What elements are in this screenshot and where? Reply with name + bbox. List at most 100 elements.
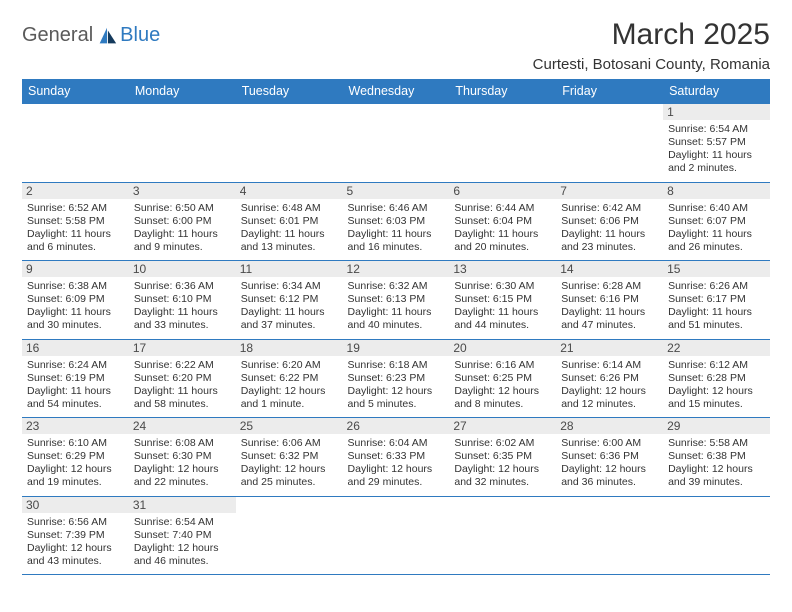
weekday-header: Monday	[129, 79, 236, 104]
calendar-cell: 21Sunrise: 6:14 AMSunset: 6:26 PMDayligh…	[556, 339, 663, 418]
day-number: 14	[556, 261, 663, 277]
daylight-line: Daylight: 11 hours and 20 minutes.	[454, 228, 551, 254]
sunset-line: Sunset: 6:03 PM	[348, 215, 445, 228]
sunrise-line: Sunrise: 6:02 AM	[454, 437, 551, 450]
sunrise-line: Sunrise: 6:54 AM	[134, 516, 231, 529]
sunset-line: Sunset: 6:09 PM	[27, 293, 124, 306]
logo-text-2: Blue	[120, 24, 160, 47]
sunset-line: Sunset: 6:06 PM	[561, 215, 658, 228]
sunset-line: Sunset: 6:29 PM	[27, 450, 124, 463]
sunrise-line: Sunrise: 6:06 AM	[241, 437, 338, 450]
sunset-line: Sunset: 6:07 PM	[668, 215, 765, 228]
sunset-line: Sunset: 6:30 PM	[134, 450, 231, 463]
sunset-line: Sunset: 6:33 PM	[348, 450, 445, 463]
calendar-cell: 20Sunrise: 6:16 AMSunset: 6:25 PMDayligh…	[449, 339, 556, 418]
day-number: 8	[663, 183, 770, 199]
daylight-line: Daylight: 11 hours and 37 minutes.	[241, 306, 338, 332]
calendar-cell	[556, 104, 663, 183]
sunrise-line: Sunrise: 6:28 AM	[561, 280, 658, 293]
calendar-cell: 22Sunrise: 6:12 AMSunset: 6:28 PMDayligh…	[663, 339, 770, 418]
day-number: 28	[556, 418, 663, 434]
day-number: 13	[449, 261, 556, 277]
day-number: 25	[236, 418, 343, 434]
sunrise-line: Sunrise: 6:44 AM	[454, 202, 551, 215]
daylight-line: Daylight: 12 hours and 43 minutes.	[27, 542, 124, 568]
daylight-line: Daylight: 12 hours and 12 minutes.	[561, 385, 658, 411]
day-number: 15	[663, 261, 770, 277]
day-number: 23	[22, 418, 129, 434]
day-number: 22	[663, 340, 770, 356]
calendar-cell	[343, 496, 450, 575]
sunset-line: Sunset: 6:38 PM	[668, 450, 765, 463]
sunrise-line: Sunrise: 6:22 AM	[134, 359, 231, 372]
sunrise-line: Sunrise: 6:52 AM	[27, 202, 124, 215]
calendar-cell	[22, 104, 129, 183]
daylight-line: Daylight: 11 hours and 58 minutes.	[134, 385, 231, 411]
sunrise-line: Sunrise: 6:50 AM	[134, 202, 231, 215]
day-number: 19	[343, 340, 450, 356]
calendar-cell: 8Sunrise: 6:40 AMSunset: 6:07 PMDaylight…	[663, 182, 770, 261]
calendar-cell	[449, 496, 556, 575]
day-number: 5	[343, 183, 450, 199]
sunset-line: Sunset: 6:23 PM	[348, 372, 445, 385]
day-number: 11	[236, 261, 343, 277]
sunset-line: Sunset: 6:01 PM	[241, 215, 338, 228]
calendar-cell: 6 Sunrise: 6:44 AMSunset: 6:04 PMDaylight…	[449, 182, 556, 261]
daylight-line: Daylight: 12 hours and 5 minutes.	[348, 385, 445, 411]
sunrise-line: Sunrise: 6:40 AM	[668, 202, 765, 215]
sunrise-line: Sunrise: 6:08 AM	[134, 437, 231, 450]
sunset-line: Sunset: 6:12 PM	[241, 293, 338, 306]
sunset-line: Sunset: 6:15 PM	[454, 293, 551, 306]
calendar-cell: 7Sunrise: 6:42 AMSunset: 6:06 PMDaylight…	[556, 182, 663, 261]
calendar-cell: 2Sunrise: 6:52 AMSunset: 5:58 PMDaylight…	[22, 182, 129, 261]
calendar-cell: 23Sunrise: 6:10 AMSunset: 6:29 PMDayligh…	[22, 418, 129, 497]
day-number: 21	[556, 340, 663, 356]
day-number: 30	[22, 497, 129, 513]
sunset-line: Sunset: 7:40 PM	[134, 529, 231, 542]
daylight-line: Daylight: 11 hours and 16 minutes.	[348, 228, 445, 254]
daylight-line: Daylight: 12 hours and 36 minutes.	[561, 463, 658, 489]
sunrise-line: Sunrise: 6:12 AM	[668, 359, 765, 372]
calendar-cell: 27 Sunrise: 6:02 AMSunset: 6:35 PMDayligh…	[449, 418, 556, 497]
sunrise-line: Sunrise: 6:26 AM	[668, 280, 765, 293]
day-number: 27	[449, 418, 556, 434]
calendar-head: SundayMondayTuesdayWednesdayThursdayFrid…	[22, 79, 770, 104]
calendar-cell: 26Sunrise: 6:04 AMSunset: 6:33 PMDayligh…	[343, 418, 450, 497]
day-number: 12	[343, 261, 450, 277]
sunrise-line: Sunrise: 6:48 AM	[241, 202, 338, 215]
calendar-cell: 24Sunrise: 6:08 AMSunset: 6:30 PMDayligh…	[129, 418, 236, 497]
weekday-header: Thursday	[449, 79, 556, 104]
header: General Blue March 2025 Curtesti, Botosa…	[22, 18, 770, 73]
calendar-cell	[129, 104, 236, 183]
sunset-line: Sunset: 6:16 PM	[561, 293, 658, 306]
day-number: 17	[129, 340, 236, 356]
sunrise-line: Sunrise: 6:54 AM	[668, 123, 765, 136]
sunset-line: Sunset: 6:35 PM	[454, 450, 551, 463]
day-number: 6	[449, 183, 556, 199]
sunrise-line: Sunrise: 6:14 AM	[561, 359, 658, 372]
calendar-cell	[236, 496, 343, 575]
sunset-line: Sunset: 5:58 PM	[27, 215, 124, 228]
page-title: March 2025	[533, 18, 770, 52]
title-block: March 2025 Curtesti, Botosani County, Ro…	[533, 18, 770, 73]
calendar-cell: 28Sunrise: 6:00 AMSunset: 6:36 PMDayligh…	[556, 418, 663, 497]
sunset-line: Sunset: 5:57 PM	[668, 136, 765, 149]
logo: General Blue	[22, 24, 160, 47]
calendar-cell: 5 Sunrise: 6:46 AMSunset: 6:03 PMDaylight…	[343, 182, 450, 261]
sunset-line: Sunset: 7:39 PM	[27, 529, 124, 542]
sunrise-line: Sunrise: 6:32 AM	[348, 280, 445, 293]
daylight-line: Daylight: 12 hours and 32 minutes.	[454, 463, 551, 489]
sunset-line: Sunset: 6:32 PM	[241, 450, 338, 463]
sunset-line: Sunset: 6:19 PM	[27, 372, 124, 385]
daylight-line: Daylight: 11 hours and 2 minutes.	[668, 149, 765, 175]
sunrise-line: Sunrise: 6:30 AM	[454, 280, 551, 293]
day-number: 9	[22, 261, 129, 277]
sunset-line: Sunset: 6:04 PM	[454, 215, 551, 228]
logo-text-1: General	[22, 24, 93, 47]
location: Curtesti, Botosani County, Romania	[533, 56, 770, 73]
day-number: 3	[129, 183, 236, 199]
day-number: 29	[663, 418, 770, 434]
day-number: 18	[236, 340, 343, 356]
sunrise-line: Sunrise: 6:46 AM	[348, 202, 445, 215]
calendar-cell	[556, 496, 663, 575]
